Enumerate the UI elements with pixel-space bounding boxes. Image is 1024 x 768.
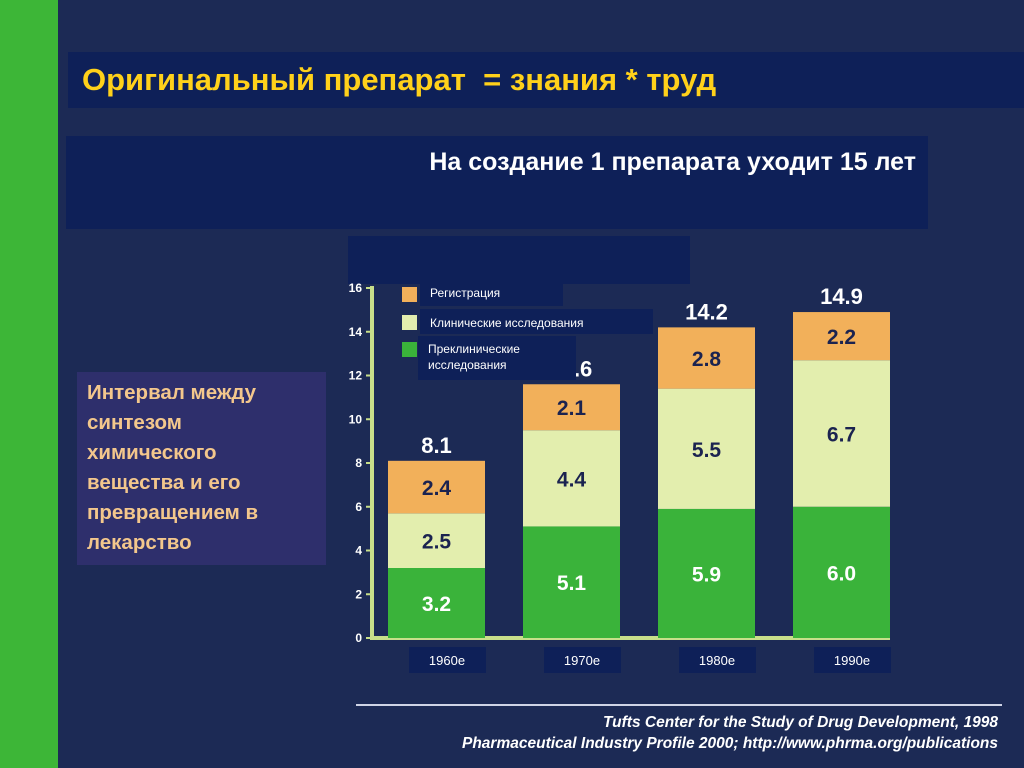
y-tick-label: 10 — [349, 412, 363, 426]
bar-segment — [658, 508, 755, 638]
y-tick-label: 16 — [349, 281, 363, 295]
data-label: 6.0 — [827, 562, 856, 585]
bar-segment — [658, 327, 755, 389]
data-label: 2.4 — [422, 477, 452, 500]
source-line-2: Pharmaceutical Industry Profile 2000; ht… — [462, 735, 998, 752]
y-tick-label: 8 — [355, 456, 362, 470]
category-label: 1990е — [834, 653, 870, 668]
source-line-1: Tufts Center for the Study of Drug Devel… — [602, 714, 998, 731]
bar-segment — [793, 312, 890, 361]
legend-label-preclinical: Преклинические исследования — [428, 342, 520, 372]
bar-segment — [658, 388, 755, 509]
data-label: 6.7 — [827, 423, 856, 446]
data-label: 2.2 — [827, 326, 856, 349]
footer-divider — [356, 704, 1002, 706]
interval-note: Интервал между синтезом химического веще… — [87, 381, 259, 554]
legend-swatch-preclinical — [402, 342, 417, 357]
y-tick-label: 12 — [349, 369, 363, 383]
legend-bg — [420, 309, 653, 334]
legend-label-registration: Регистрация — [430, 286, 500, 300]
data-label: 2.8 — [692, 348, 722, 371]
data-label: 4.4 — [557, 468, 587, 491]
bar-segment — [523, 384, 620, 431]
y-tick-label: 14 — [349, 325, 363, 339]
legend-swatch-registration — [402, 287, 417, 302]
bar-segment — [523, 526, 620, 638]
category-label: 1980е — [699, 653, 735, 668]
total-label: 14.2 — [685, 299, 728, 324]
total-label: 14.9 — [820, 284, 863, 309]
interval-note-box: Интервал между синтезом химического веще… — [77, 372, 326, 565]
bar-segment — [793, 506, 890, 638]
data-label: 5.9 — [692, 563, 721, 586]
bar-segment — [388, 568, 485, 638]
total-label: 8.1 — [421, 433, 452, 458]
subtitle-box: На создание 1 препарата уходит 15 лет — [66, 136, 928, 229]
category-label-box — [544, 647, 621, 673]
legend-bg — [420, 284, 563, 306]
data-label: 2.5 — [422, 531, 452, 554]
y-tick-label: 0 — [355, 631, 362, 645]
bar-segment — [388, 460, 485, 514]
data-label: 2.1 — [557, 397, 587, 420]
left-accent-stripe — [0, 0, 58, 768]
legend-swatch-clinical — [402, 315, 417, 330]
legend-label-clinical: Клинические исследования — [430, 316, 583, 330]
chart-header-box — [348, 236, 690, 284]
bar-segment — [793, 360, 890, 507]
slide-subtitle: На создание 1 препарата уходит 15 лет — [429, 148, 916, 176]
category-label-box — [679, 647, 756, 673]
y-tick-label: 6 — [355, 500, 362, 514]
data-label: 5.5 — [692, 439, 722, 462]
title-bar: Оригинальный препарат = знания * труд — [68, 52, 1024, 108]
y-tick-label: 2 — [355, 587, 362, 601]
legend-bg — [418, 336, 576, 380]
category-label: 1970е — [564, 653, 600, 668]
data-label: 5.1 — [557, 572, 587, 595]
category-label-box — [409, 647, 486, 673]
slide-title: Оригинальный препарат = знания * труд — [82, 62, 717, 97]
data-label: 3.2 — [422, 593, 451, 616]
category-label: 1960е — [429, 653, 465, 668]
bar-segment — [388, 513, 485, 568]
category-label-box — [814, 647, 891, 673]
y-tick-label: 4 — [355, 544, 362, 558]
source-citation: Tufts Center for the Study of Drug Devel… — [462, 712, 998, 754]
bar-segment — [523, 430, 620, 527]
